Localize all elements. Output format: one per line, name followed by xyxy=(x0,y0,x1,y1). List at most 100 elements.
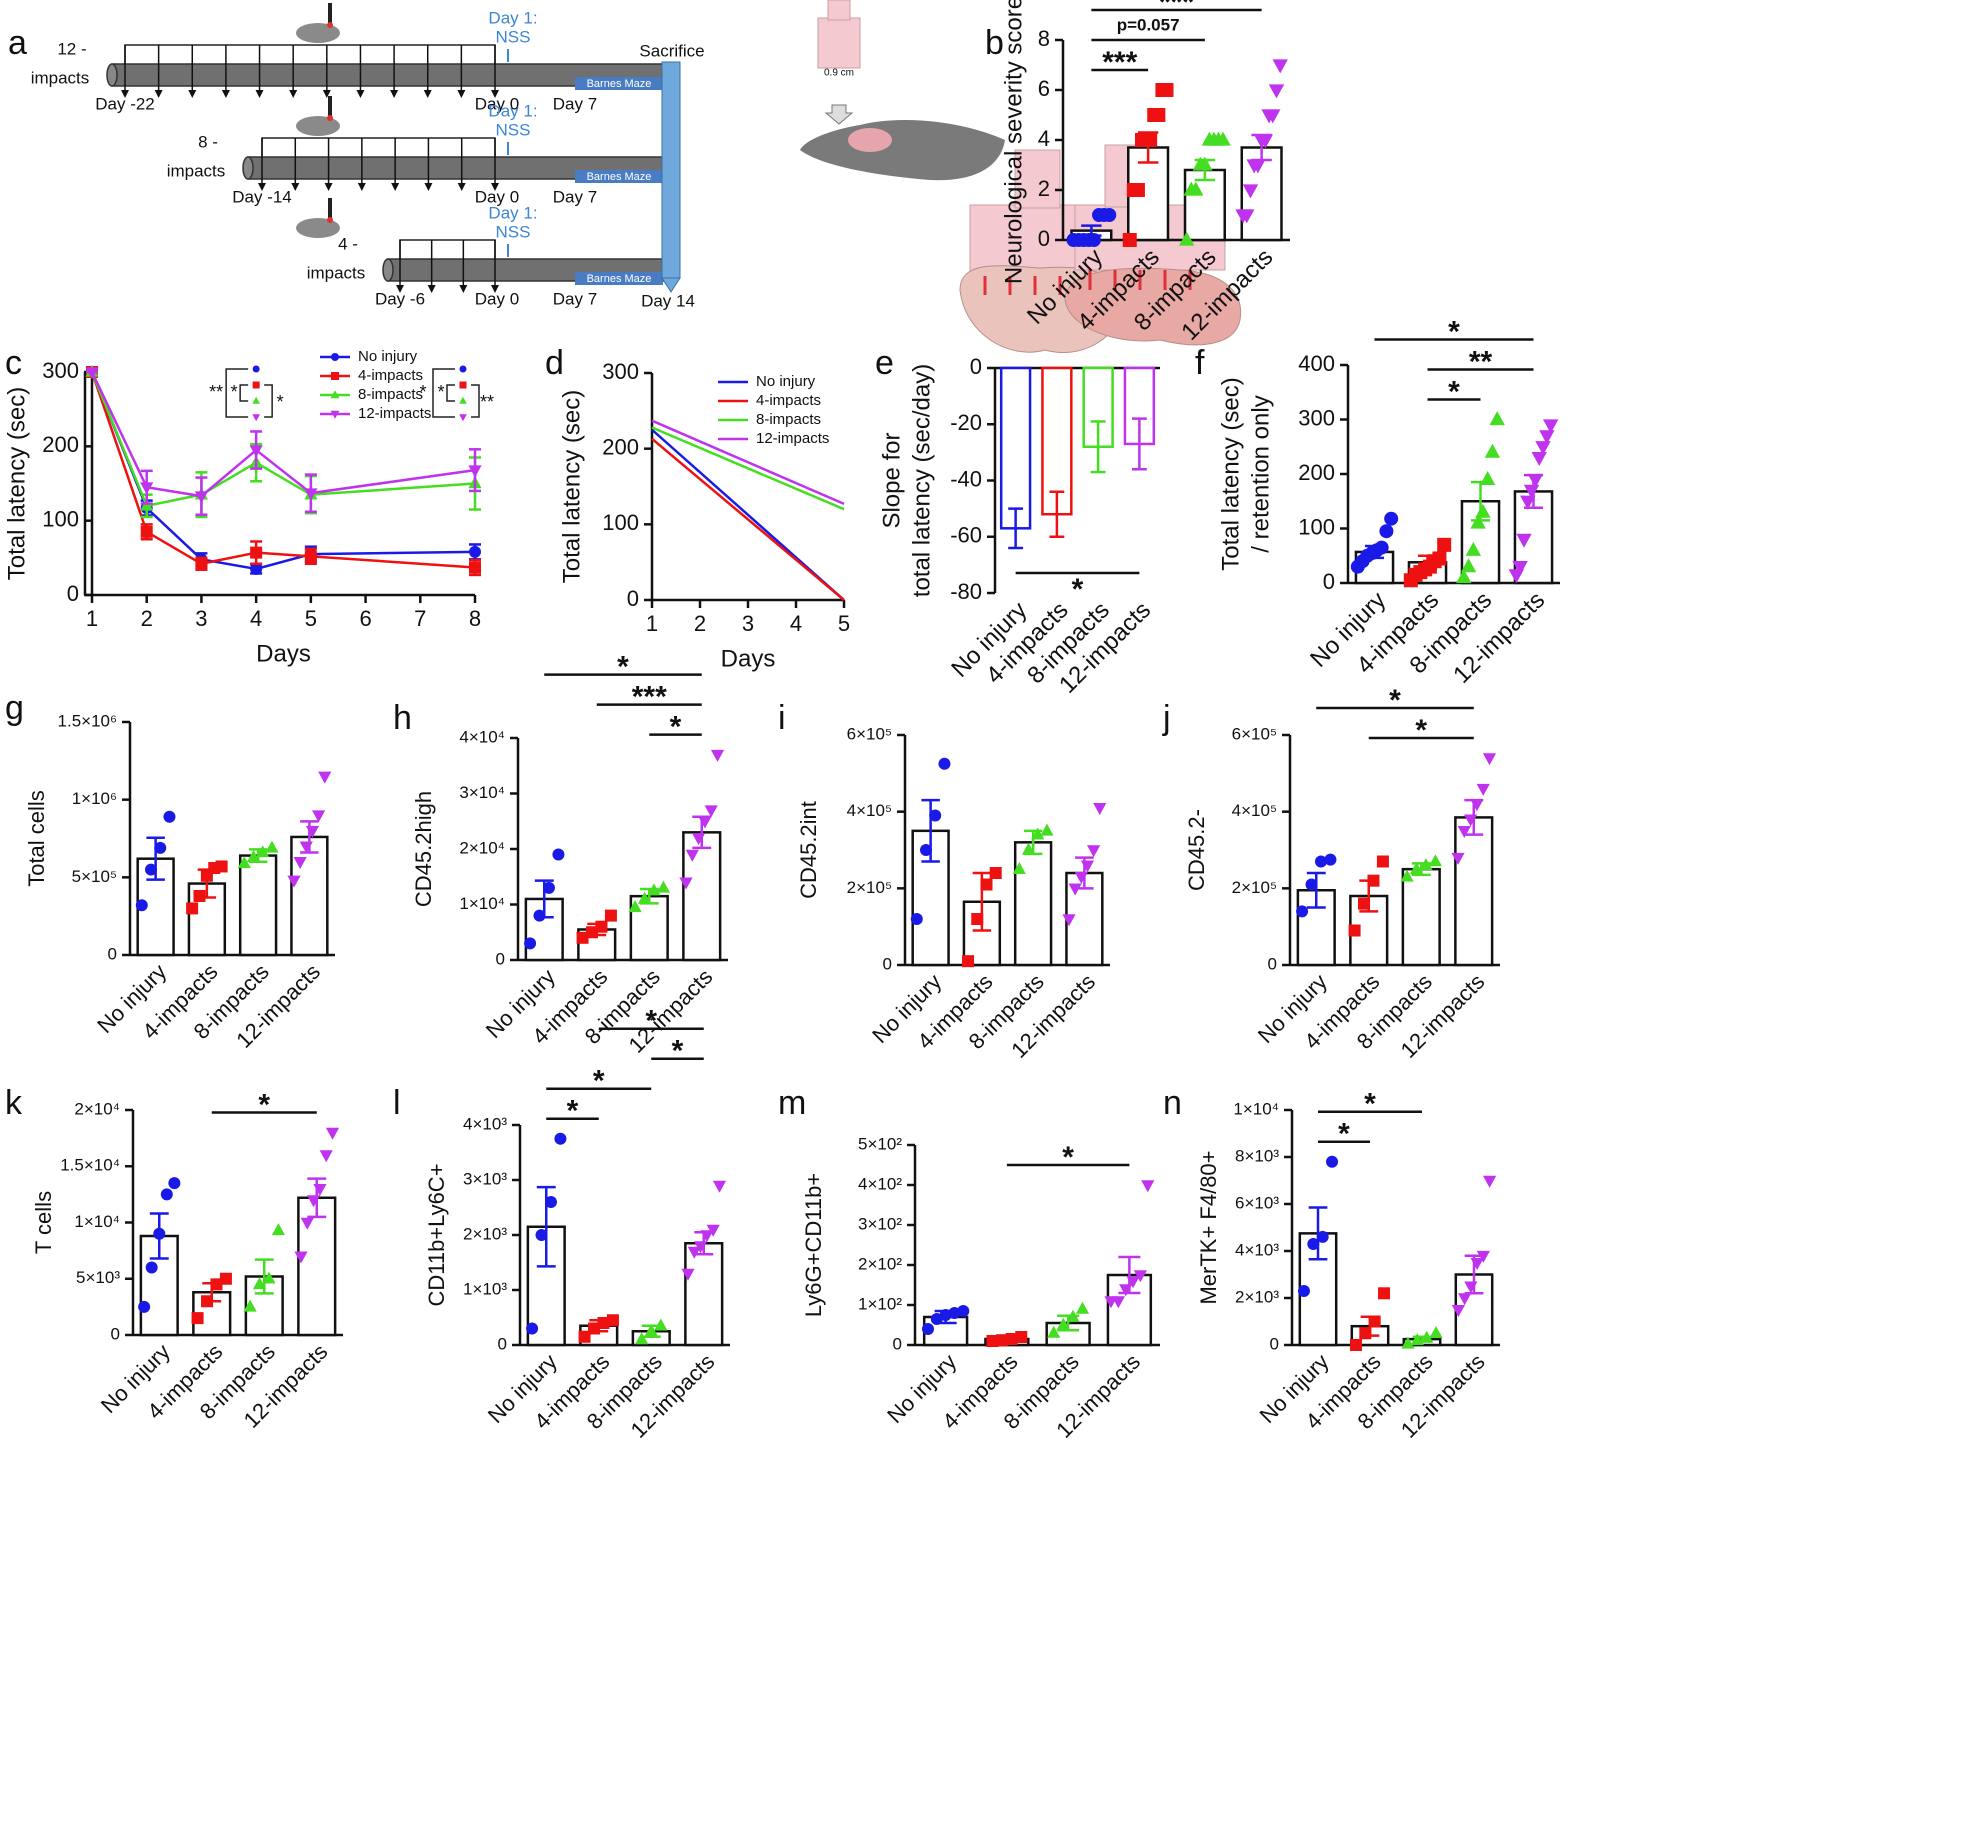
data-point xyxy=(193,889,206,902)
y-tick-label: 8 xyxy=(1038,26,1050,51)
mouse-illustration xyxy=(800,0,1242,354)
impact-arrow-head xyxy=(324,183,333,191)
y-tick-label: 5×10⁵ xyxy=(72,867,117,886)
series-line xyxy=(651,437,845,601)
legend-label: 4-impacts xyxy=(756,392,821,409)
panel-letter: f xyxy=(1195,344,1205,382)
x-axis-label: Days xyxy=(256,640,311,667)
x-axis-label: Days xyxy=(721,645,776,672)
impact-arrow-head xyxy=(424,183,433,191)
data-point xyxy=(1470,1257,1484,1270)
y-tick-label: 2×10⁴ xyxy=(459,838,505,857)
impact-arrow-head xyxy=(154,90,163,98)
data-point xyxy=(1539,430,1555,445)
impact-arrow-head xyxy=(291,183,300,191)
nss-label: Day 1: xyxy=(488,203,537,222)
y-axis-label: Neurological severity score xyxy=(1000,0,1027,284)
data-point xyxy=(1358,897,1371,910)
data-point xyxy=(586,926,599,939)
y-tick-label: 0 xyxy=(108,944,117,963)
nss-label: NSS xyxy=(496,222,531,241)
group-label: 4 - xyxy=(338,234,358,253)
impact-arrow-head xyxy=(322,90,331,98)
data-point xyxy=(186,902,199,915)
panel-letter: h xyxy=(393,699,412,737)
data-point xyxy=(1384,511,1399,526)
data-point xyxy=(524,937,537,950)
y-axis-label: Total latency (sec) xyxy=(3,387,30,580)
data-point xyxy=(595,920,608,933)
data-point xyxy=(1456,569,1472,584)
x-tick-label: 5 xyxy=(305,606,317,631)
y-tick-label: 0 xyxy=(893,1334,902,1353)
bar xyxy=(1454,816,1494,967)
y-tick-label: 1×10⁴ xyxy=(459,894,505,913)
impact-arrow-head xyxy=(427,285,436,293)
y-tick-label: 1×10⁶ xyxy=(72,789,117,808)
y-axis-label: T cells xyxy=(31,1191,56,1254)
data-point xyxy=(1296,905,1309,918)
timeline-cap xyxy=(382,258,394,282)
data-point xyxy=(1066,1309,1080,1322)
data-point xyxy=(1476,783,1490,796)
day-label: Day 14 xyxy=(641,291,695,310)
data-point xyxy=(1464,814,1478,827)
data-point xyxy=(1272,59,1288,74)
data-point xyxy=(294,1251,308,1264)
data-point xyxy=(293,857,307,869)
series-line xyxy=(90,371,476,498)
series-marker xyxy=(250,546,263,559)
y-tick-label: 400 xyxy=(1298,351,1335,376)
panel-letter: j xyxy=(1162,699,1171,737)
bar xyxy=(1183,168,1226,242)
data-point xyxy=(246,849,261,862)
data-point xyxy=(1479,471,1496,486)
data-point xyxy=(1122,233,1137,247)
day-label: Day 0 xyxy=(475,94,519,113)
data-point xyxy=(138,1300,151,1313)
data-point xyxy=(1465,541,1482,556)
x-tick-label: 4 xyxy=(790,611,802,636)
mouse-icon xyxy=(296,23,340,43)
data-point xyxy=(145,863,158,876)
data-point xyxy=(576,931,589,944)
data-point xyxy=(1489,411,1505,426)
impact-arrow-head xyxy=(121,90,129,98)
day-label: Day -14 xyxy=(232,187,292,206)
x-tick-label: 8 xyxy=(469,606,481,631)
data-point xyxy=(312,810,326,823)
data-point xyxy=(1460,558,1477,573)
y-tick-label: 0 xyxy=(498,1334,507,1353)
data-point xyxy=(1512,561,1528,576)
y-tick-label: 1×10³ xyxy=(463,1279,507,1298)
series-marker xyxy=(304,488,318,501)
data-point xyxy=(271,1223,286,1236)
data-point xyxy=(1062,914,1076,927)
data-point xyxy=(1451,852,1465,865)
data-point xyxy=(1307,1237,1320,1250)
panel-letter: n xyxy=(1163,1084,1182,1122)
data-point xyxy=(1409,861,1424,874)
significance-label: ** xyxy=(1469,345,1493,378)
data-point xyxy=(1005,1333,1018,1345)
significance-label: * xyxy=(593,1065,605,1098)
data-point xyxy=(1531,452,1547,467)
panel-letter: k xyxy=(5,1084,23,1122)
impact-arrow-head xyxy=(255,90,264,98)
data-point xyxy=(1437,537,1452,552)
significance-label: * xyxy=(1415,714,1427,747)
data-point xyxy=(544,1196,557,1208)
y-tick-label: -60 xyxy=(950,523,982,548)
data-point xyxy=(1457,826,1471,839)
timeline-cap xyxy=(242,156,254,180)
y-tick-label: 300 xyxy=(1298,405,1335,430)
data-point xyxy=(1374,540,1389,555)
x-tick-label: 4 xyxy=(250,606,262,631)
data-point xyxy=(215,860,228,873)
y-tick-label: 300 xyxy=(602,359,639,384)
y-axis-label: Slope for xyxy=(878,432,905,528)
impact-arrow-head xyxy=(221,90,230,98)
series-marker xyxy=(249,445,263,458)
data-point xyxy=(1056,1317,1070,1330)
data-point xyxy=(1151,108,1166,122)
